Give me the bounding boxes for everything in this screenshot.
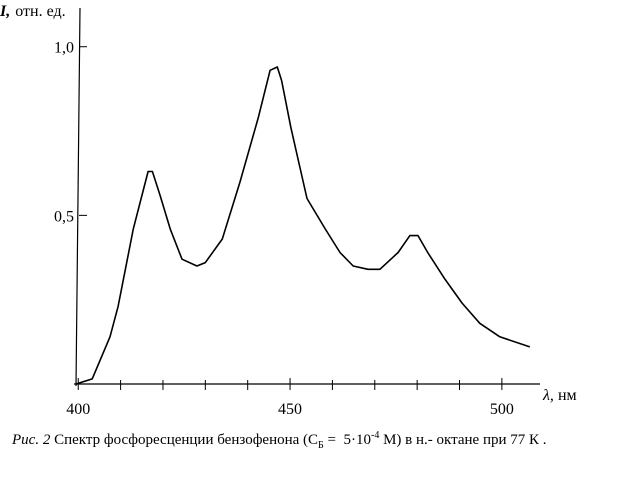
caption-sub: Б — [318, 440, 324, 451]
x-tick-label: 450 — [278, 401, 302, 418]
x-axis-label: λ, нм — [542, 387, 577, 404]
caption: Рис. 2 Спектр фосфоресценции бензофенона… — [11, 430, 547, 451]
y-axis-label: I, отн. ед. — [0, 3, 66, 20]
x-tick-label: 500 — [490, 401, 514, 418]
caption-text: Спектр фосфоресценции бензофенона (С — [50, 432, 318, 448]
caption-text: М) в н.- октане при 77 К . — [379, 432, 546, 448]
caption-text: = 5·10 — [324, 432, 371, 448]
spectrum-line — [75, 66, 531, 385]
x-axis-symbol: λ, — [542, 387, 554, 404]
y-axis-unit: отн. ед. — [15, 3, 65, 20]
y-axis-symbol: I, — [0, 3, 10, 20]
caption-sup: -4 — [371, 430, 379, 441]
y-axis — [75, 7, 81, 387]
y-tick-label: 0,5 — [54, 208, 74, 225]
caption-label: Рис. 2 — [11, 432, 51, 448]
x-axis-unit: нм — [558, 387, 577, 404]
x-tick-label: 400 — [66, 401, 90, 418]
y-tick-label: 1,0 — [54, 40, 74, 57]
